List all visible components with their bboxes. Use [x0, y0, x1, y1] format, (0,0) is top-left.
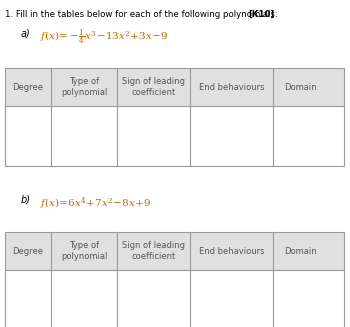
Text: Type of
polynomial: Type of polynomial — [61, 241, 107, 261]
Bar — [5, 106, 344, 166]
Bar — [5, 270, 344, 327]
Text: a): a) — [21, 28, 31, 38]
Text: Domain: Domain — [285, 247, 317, 255]
Text: Sign of leading
coefficient: Sign of leading coefficient — [122, 77, 185, 97]
Text: Sign of leading
coefficient: Sign of leading coefficient — [122, 241, 185, 261]
Bar — [5, 68, 344, 106]
Text: Degree: Degree — [13, 82, 44, 92]
Text: $f(x)\!=\!6x^4\!+\!7x^2\!-\!8x\!+\!9$: $f(x)\!=\!6x^4\!+\!7x^2\!-\!8x\!+\!9$ — [40, 195, 152, 212]
Bar — [5, 68, 344, 166]
Text: Type of
polynomial: Type of polynomial — [61, 77, 107, 97]
Text: b): b) — [21, 195, 31, 205]
Text: 1. Fill in the tables below for each of the following polynomials:: 1. Fill in the tables below for each of … — [5, 10, 281, 19]
Text: [K10]: [K10] — [248, 10, 275, 19]
Text: Domain: Domain — [285, 82, 317, 92]
Text: End behaviours: End behaviours — [199, 247, 264, 255]
Bar — [5, 232, 344, 327]
Bar — [5, 232, 344, 270]
Text: $f(x)\!=\!-\!\frac{1}{4}x^3\!-\!13x^2\!+\!3x\!-\!9$: $f(x)\!=\!-\!\frac{1}{4}x^3\!-\!13x^2\!+… — [40, 28, 169, 47]
Text: End behaviours: End behaviours — [199, 82, 264, 92]
Text: Degree: Degree — [13, 247, 44, 255]
